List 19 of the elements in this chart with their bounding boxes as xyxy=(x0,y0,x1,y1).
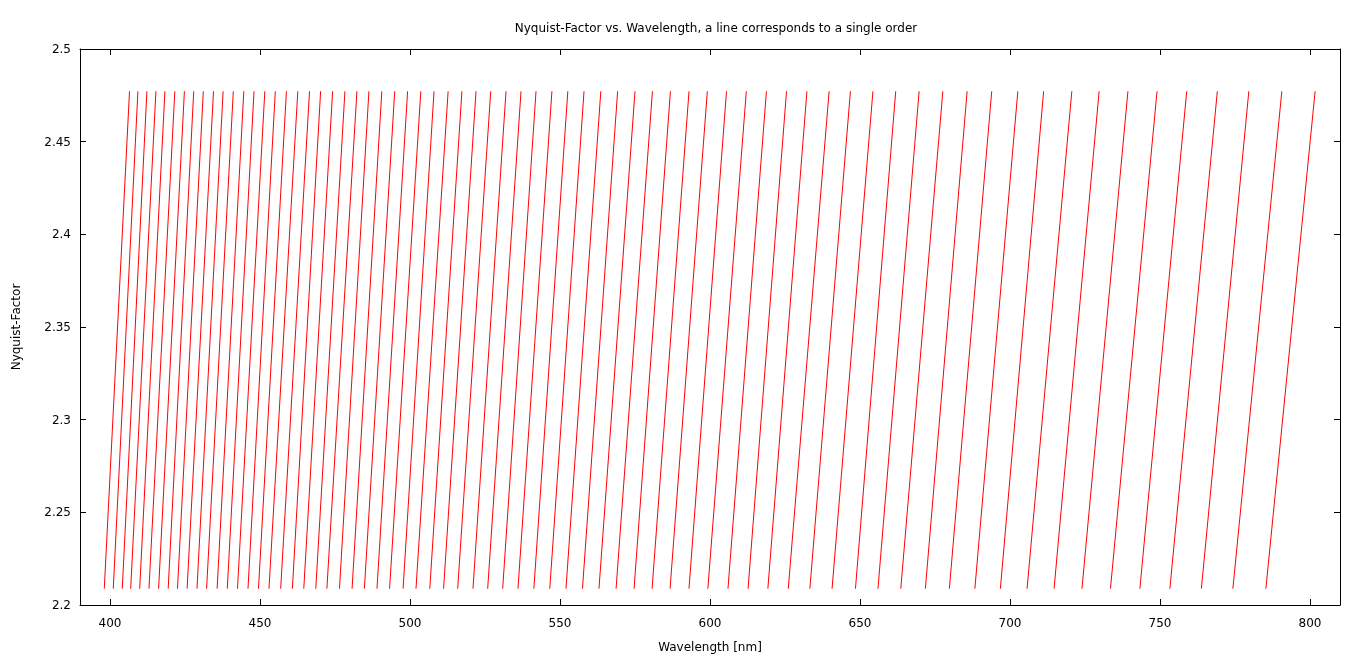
x-tick-label: 550 xyxy=(548,616,572,630)
x-tick-label: 650 xyxy=(848,616,872,630)
y-tick-label: 2.4 xyxy=(51,227,71,242)
x-tick-label: 450 xyxy=(248,616,272,630)
x-tick-label: 600 xyxy=(698,616,722,630)
x-tick-label: 750 xyxy=(1148,616,1172,630)
y-tick-label: 2.45 xyxy=(44,134,71,149)
x-tick-label: 700 xyxy=(998,616,1022,630)
x-tick-label: 800 xyxy=(1298,616,1322,630)
x-tick-label: 500 xyxy=(398,616,422,630)
y-tick-label: 2.3 xyxy=(51,412,71,427)
y-tick-label: 2.35 xyxy=(44,320,71,334)
y-tick-label: 2.5 xyxy=(51,42,71,56)
y-tick-label: 2.25 xyxy=(44,505,71,520)
x-axis-title: Wavelength [nm] xyxy=(658,640,762,654)
y-tick-label: 2.2 xyxy=(51,598,71,612)
chart-title: Nyquist-Factor vs. Wavelength, a line corresponds to a single order xyxy=(514,21,918,35)
y-axis-title: Nyquist-Factor xyxy=(9,283,23,371)
x-tick-label: 400 xyxy=(98,616,122,630)
